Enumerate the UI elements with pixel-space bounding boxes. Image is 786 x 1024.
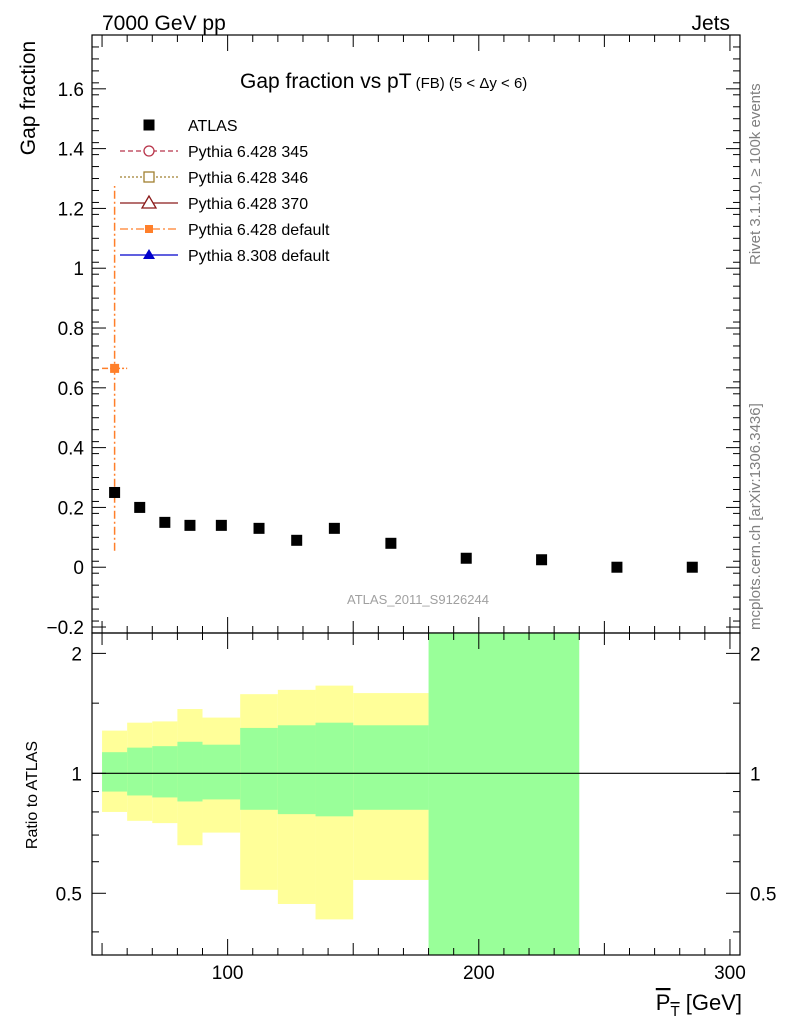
ratio-y-tick-label: 0.5 xyxy=(56,884,82,905)
ratio-panel: 0.5 0.5 1 1 2 2 100 200 300 Ratio to ATLAS PT [G… xyxy=(24,632,776,1020)
atlas-data-point xyxy=(460,552,472,564)
pythia6-default-point xyxy=(110,363,120,373)
ratio-y-tick-label: 2 xyxy=(71,644,82,665)
rivet-version-note: Rivet 3.1.10, ≥ 100k events xyxy=(747,83,764,265)
legend-marker-square xyxy=(145,225,153,233)
legend-marker-square xyxy=(143,119,155,131)
legend-label: Pythia 6.428 370 xyxy=(188,196,308,213)
legend-label: Pythia 8.308 default xyxy=(188,248,330,265)
main-y-tick-label: 1.2 xyxy=(58,199,84,220)
ratio-band-bin xyxy=(277,725,316,815)
atlas-data-point xyxy=(109,486,121,498)
ratio-y-tick-label-right: 2 xyxy=(750,644,761,665)
ratio-band-bin xyxy=(127,747,153,796)
atlas-data-point xyxy=(328,522,340,534)
legend-marker-circle xyxy=(143,145,155,157)
legend-label: Pythia 6.428 default xyxy=(188,222,330,239)
main-panel: −0.2 0 0.2 0.4 0.6 0.8 1 1.2 1.4 1.6 Gap fraction… xyxy=(17,34,741,639)
main-y-tick-label: −0.2 xyxy=(46,618,84,639)
ratio-x-tick-label: 200 xyxy=(463,963,495,984)
main-y-axis-label: Gap fraction xyxy=(17,41,40,155)
ratio-y-axis-label: Ratio to ATLAS xyxy=(24,741,41,849)
ratio-band-bin xyxy=(240,727,278,810)
ratio-plot-frame xyxy=(91,632,741,956)
analysis-watermark: ATLAS_2011_S9126244 xyxy=(347,592,489,607)
ratio-y-tick-label: 1 xyxy=(71,764,82,785)
main-y-tick-label: 0 xyxy=(73,558,84,579)
atlas-data-point xyxy=(253,522,265,534)
ratio-band-bin xyxy=(102,752,128,792)
plot-title: Gap fraction vs pT (FB) (5 < Δy < 6) xyxy=(240,70,527,93)
atlas-data-point xyxy=(611,561,623,573)
main-y-tick-label: 1.4 xyxy=(58,140,85,161)
mcplots-source-note: mcplots.cern.ch [arXiv:1306.3436] xyxy=(747,403,764,630)
atlas-data-point xyxy=(159,516,171,528)
main-y-tick-label: 0.6 xyxy=(58,379,84,400)
ratio-y-tick-label-right: 1 xyxy=(750,764,761,785)
main-y-tick-label: 0.8 xyxy=(58,319,84,340)
atlas-data-point xyxy=(184,519,196,531)
legend-label: Pythia 6.428 345 xyxy=(188,144,308,161)
legend: ATLAS Pythia 6.428 345 Pythia 6.428 346 Pyt… xyxy=(120,118,330,265)
legend-label: ATLAS xyxy=(188,118,238,135)
atlas-data-point xyxy=(686,561,698,573)
main-y-tick-label: 1.6 xyxy=(58,80,84,101)
main-y-tick-label: 0.4 xyxy=(58,439,85,460)
ratio-band-bin xyxy=(202,744,241,800)
ratio-band-bin xyxy=(428,633,580,955)
atlas-data-point xyxy=(536,554,548,566)
x-axis-label: PT [GeV] xyxy=(656,990,742,1020)
main-y-tick-label: 1 xyxy=(73,259,84,280)
ratio-band-bin xyxy=(152,746,178,798)
process-label: Jets xyxy=(691,12,730,35)
legend-label: Pythia 6.428 346 xyxy=(188,170,308,187)
atlas-data-point xyxy=(385,537,397,549)
ratio-band-bin xyxy=(177,741,203,802)
legend-marker-open-square xyxy=(143,171,155,183)
atlas-data-point xyxy=(291,534,303,546)
main-y-tick-label: 0.2 xyxy=(58,498,84,519)
ratio-x-tick-label: 300 xyxy=(714,963,746,984)
legend-marker-triangle xyxy=(143,249,155,259)
atlas-data-point xyxy=(215,519,227,531)
ratio-band-bin xyxy=(353,725,429,810)
ratio-band-bin xyxy=(315,722,354,817)
ratio-y-tick-label-right: 0.5 xyxy=(750,884,776,905)
legend-marker-open-triangle xyxy=(140,194,158,209)
ratio-x-tick-label: 100 xyxy=(212,963,244,984)
energy-label: 7000 GeV pp xyxy=(102,12,226,35)
atlas-data-point xyxy=(134,501,146,513)
